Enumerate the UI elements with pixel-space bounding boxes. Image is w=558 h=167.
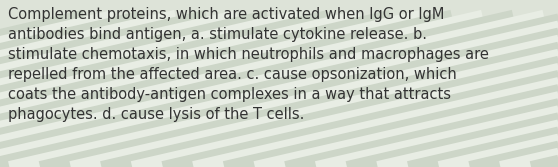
- Text: Complement proteins, which are activated when IgG or IgM
antibodies bind antigen: Complement proteins, which are activated…: [8, 7, 489, 122]
